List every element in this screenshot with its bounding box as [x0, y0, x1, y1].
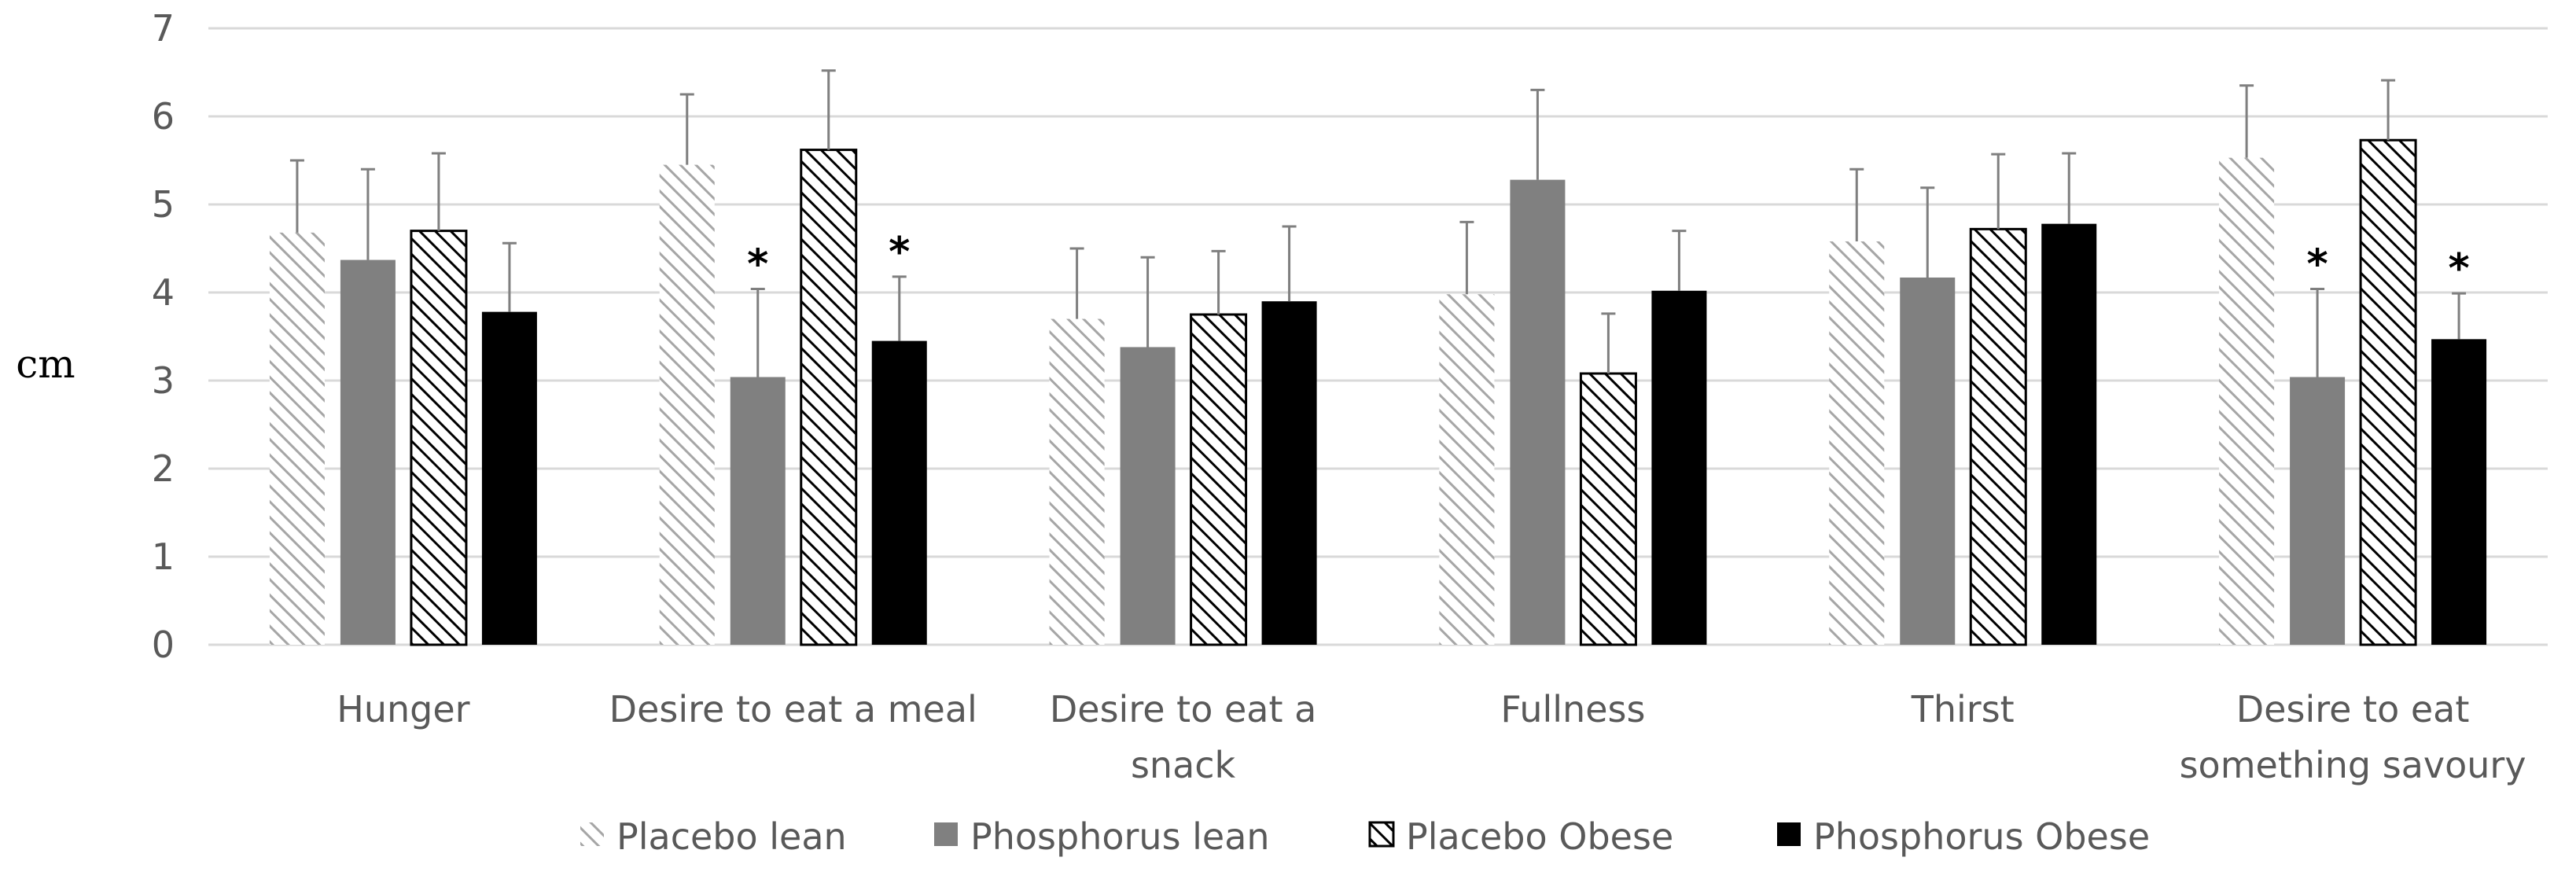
category-labels: Hunger Desire to eat a meal Desire to eat …	[337, 688, 2526, 786]
legend-item: Phosphorus lean	[934, 815, 1270, 858]
y-tick-label: 2	[152, 447, 175, 490]
y-tick-label: 3	[152, 359, 175, 402]
error-bar	[1140, 256, 1155, 348]
error-bar	[360, 167, 375, 260]
y-axis-ticks: 0 1 2 3 4 5 6 7	[152, 7, 175, 666]
error-bar	[289, 159, 304, 233]
error-bar	[2062, 152, 2077, 224]
category-label: snack	[1131, 744, 1236, 786]
bar-phosphorus-lean	[730, 377, 786, 645]
significance-star: *	[889, 229, 910, 276]
bar-phosphorus-obese	[1261, 301, 1317, 645]
bar-placebo-lean	[1049, 318, 1105, 645]
category-label: Desire to eat a	[1050, 688, 1316, 730]
error-bar	[1920, 186, 1935, 278]
bar-placebo-obese	[410, 230, 468, 646]
bar-placebo-obese	[1579, 372, 1637, 646]
significance-markers: * * * *	[747, 229, 2470, 292]
bar-placebo-obese	[1190, 313, 1248, 646]
bar-phosphorus-lean	[1120, 347, 1176, 645]
category-label: Desire to eat a meal	[609, 688, 977, 730]
bar-phosphorus-obese	[1651, 290, 1707, 645]
error-bar	[2381, 79, 2396, 141]
bar-placebo-lean	[1439, 294, 1495, 645]
y-tick-label: 1	[152, 535, 175, 578]
error-bar	[2452, 292, 2467, 340]
error-bar	[1530, 88, 1545, 180]
bar-placebo-obese	[800, 149, 858, 646]
bar-placebo-lean	[1829, 241, 1885, 645]
error-bar	[892, 275, 907, 341]
category-label: something savoury	[2180, 744, 2526, 786]
error-bar	[821, 69, 836, 150]
legend-swatch	[934, 822, 958, 846]
error-bar	[1849, 167, 1864, 242]
bar-phosphorus-obese	[2431, 339, 2487, 645]
y-tick-label: 5	[152, 183, 175, 226]
error-bar	[2310, 288, 2325, 377]
significance-star: *	[2306, 241, 2328, 289]
bar-placebo-lean	[2219, 157, 2275, 645]
legend-label: Phosphorus Obese	[1813, 815, 2150, 858]
category-label: Fullness	[1500, 688, 1645, 730]
bar-placebo-obese	[2359, 138, 2417, 646]
legend-swatch	[1368, 821, 1395, 848]
significance-star: *	[747, 241, 768, 289]
error-bar	[1069, 247, 1084, 319]
error-bar	[431, 152, 446, 231]
bar-placebo-obese	[1969, 227, 2027, 646]
bar-phosphorus-lean	[340, 259, 396, 645]
error-bar	[1672, 230, 1687, 291]
error-bar	[1282, 225, 1297, 302]
gridlines	[208, 27, 2548, 646]
legend-swatch	[1777, 822, 1801, 846]
category-label: Desire to eat	[2236, 688, 2470, 730]
bar-phosphorus-obese	[871, 340, 927, 645]
bar-placebo-lean	[269, 232, 325, 646]
bar-phosphorus-lean	[1510, 179, 1566, 645]
legend-label: Placebo lean	[616, 815, 847, 858]
legend-label: Phosphorus lean	[970, 815, 1270, 858]
significance-star: *	[2448, 245, 2469, 292]
error-bar	[1211, 249, 1226, 315]
error-bar	[750, 288, 765, 377]
category-label: Hunger	[337, 688, 469, 730]
legend-item: Placebo lean	[580, 815, 847, 858]
error-bar	[1991, 153, 2006, 230]
y-tick-label: 0	[152, 624, 175, 666]
y-tick-label: 6	[152, 95, 175, 138]
bar-phosphorus-obese	[2041, 223, 2097, 645]
bar-phosphorus-obese	[481, 311, 537, 645]
y-tick-label: 4	[152, 271, 175, 314]
error-bar	[679, 93, 694, 165]
bars	[269, 138, 2487, 646]
legend-item: Phosphorus Obese	[1777, 815, 2150, 858]
legend-label: Placebo Obese	[1406, 815, 1673, 858]
error-bar	[2239, 84, 2254, 158]
y-tick-label: 7	[152, 7, 175, 50]
category-label: Thirst	[1911, 688, 2015, 730]
error-bar	[1601, 312, 1616, 374]
error-bar	[502, 241, 517, 312]
bar-placebo-lean	[659, 164, 715, 646]
y-axis-label: cm	[16, 341, 75, 387]
legend-item: Placebo Obese	[1368, 815, 1673, 858]
error-bar	[1459, 220, 1474, 295]
bar-phosphorus-lean	[1900, 277, 1956, 645]
legend-swatch	[580, 822, 604, 846]
bar-phosphorus-lean	[2290, 377, 2346, 645]
legend: Placebo lean Phosphorus lean Placebo Obese…	[580, 815, 2150, 858]
error-bars	[289, 69, 2467, 377]
